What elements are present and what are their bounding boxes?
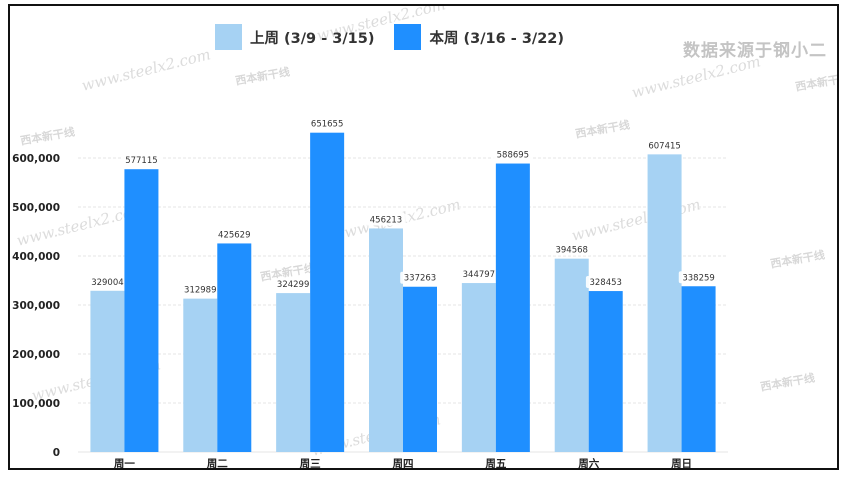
bar-current-week <box>310 132 345 452</box>
data-label-background <box>214 228 255 241</box>
data-label: 651655 <box>311 120 343 130</box>
data-label-background <box>493 148 533 161</box>
data-label: 337263 <box>404 274 436 284</box>
data-label: 577115 <box>125 156 157 166</box>
bar-previous-week <box>183 298 218 452</box>
data-label: 394568 <box>555 246 587 256</box>
data-source-label: 数据来源于钢小二 <box>683 41 827 61</box>
x-tick-label: 周四 <box>393 458 414 468</box>
bar-chart-plot: 0 100,000 200,000 300,000 400,000 500,000 600,… <box>12 117 728 468</box>
data-label-background <box>459 268 499 281</box>
chart-frame: www.steelx2.com www.steelx2.com www.stee… <box>8 4 839 470</box>
x-tick-label: 周二 <box>207 458 228 468</box>
data-label-background <box>400 271 440 284</box>
data-label: 328453 <box>589 278 621 288</box>
bar-previous-week <box>90 290 125 452</box>
y-tick-label: 500,000 <box>12 202 60 214</box>
data-label-background <box>121 154 162 167</box>
bar-current-week <box>588 291 623 452</box>
data-label-background <box>678 271 719 284</box>
data-label: 324299 <box>277 280 309 290</box>
x-tick-label: 周五 <box>485 458 506 468</box>
bar-previous-week <box>369 228 403 452</box>
bar-previous-week <box>461 283 496 452</box>
x-tick-label: 周三 <box>300 458 321 468</box>
y-tick-label: 200,000 <box>12 349 60 361</box>
data-label-background <box>644 139 685 152</box>
data-label-background <box>87 275 128 288</box>
x-tick-label: 周一 <box>114 458 135 468</box>
legend-label-current-week: 本周 (3/16 - 3/22) <box>429 30 565 47</box>
bar-previous-week <box>276 293 311 452</box>
bar-previous-week <box>554 258 589 452</box>
x-tick-label: 周六 <box>578 457 599 468</box>
data-label: 329004 <box>91 278 123 288</box>
chart-legend: 上周 (3/9 - 3/15) 本周 (3/16 - 3/22) <box>215 24 584 50</box>
data-label-background <box>366 213 406 226</box>
bar-current-week <box>495 163 530 453</box>
data-label: 588695 <box>497 151 529 161</box>
legend-item-current-week[interactable]: 本周 (3/16 - 3/22) <box>394 24 564 50</box>
data-label: 312989 <box>184 286 216 296</box>
data-label-background <box>551 243 592 256</box>
legend-swatch-current-week <box>394 24 422 50</box>
bar-current-week <box>217 243 252 452</box>
bar-current-week <box>403 286 437 452</box>
y-tick-label: 400,000 <box>12 251 60 263</box>
y-tick-label: 100,000 <box>12 398 60 410</box>
data-label: 338259 <box>682 273 714 283</box>
data-label-background <box>585 276 626 289</box>
y-tick-label: 0 <box>53 447 60 459</box>
bar-previous-week <box>647 154 682 453</box>
data-label: 456213 <box>370 215 402 225</box>
data-label: 607415 <box>648 141 680 151</box>
data-label-background <box>180 283 221 296</box>
data-label: 344797 <box>463 270 495 280</box>
bar-current-week <box>124 169 159 452</box>
x-tick-label: 周日 <box>671 458 692 468</box>
data-label: 425629 <box>218 230 250 240</box>
y-tick-label: 600,000 <box>12 153 60 165</box>
y-tick-label: 300,000 <box>12 300 60 312</box>
legend-swatch-previous-week <box>215 24 242 50</box>
bar-current-week <box>681 286 716 452</box>
data-label-background <box>273 278 313 291</box>
legend-label-previous-week: 上周 (3/9 - 3/15) <box>250 30 375 47</box>
data-label-background <box>307 117 347 130</box>
legend-item-previous-week[interactable]: 上周 (3/9 - 3/15) <box>215 24 374 50</box>
